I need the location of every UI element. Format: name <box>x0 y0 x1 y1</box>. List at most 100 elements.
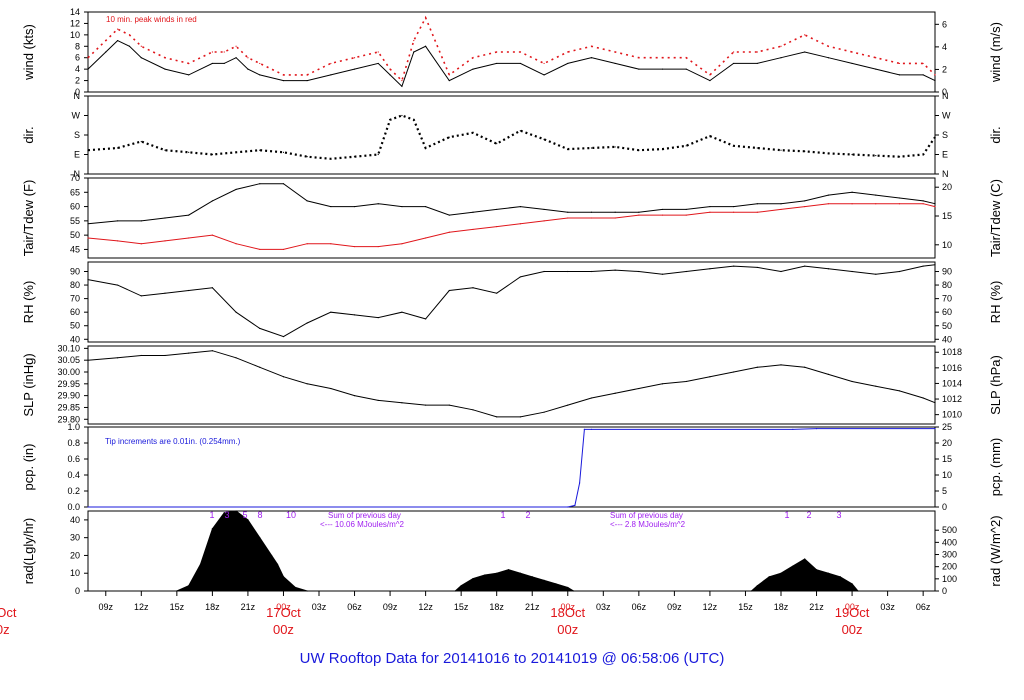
left-tick-label-wind: 6 <box>75 53 80 63</box>
rad-marker-label: 3 <box>836 510 841 520</box>
ylabel-right-temp: Tair/Tdew (C) <box>988 179 1003 257</box>
data-point-temp <box>235 188 237 191</box>
data-point-dir <box>188 151 190 153</box>
left-tick-label-wind: 4 <box>75 64 80 74</box>
data-point-temp <box>306 243 308 245</box>
data-point-temp <box>353 205 356 208</box>
data-point-rh <box>590 270 593 273</box>
data-point-temp <box>875 194 877 196</box>
data-point-temp <box>401 243 403 245</box>
data-point-slp <box>353 395 356 397</box>
left-tick-label-wind: 14 <box>70 7 80 17</box>
data-point-temp <box>590 211 593 213</box>
data-point-wind <box>661 57 664 59</box>
data-point-rh <box>685 270 687 273</box>
data-point-temp <box>140 243 142 245</box>
time-tick-label: 21z <box>525 602 540 612</box>
data-point-temp <box>306 200 308 202</box>
data-point-temp <box>235 243 237 245</box>
data-point-slp <box>87 359 89 361</box>
data-point-wind <box>922 74 924 76</box>
data-point-wind <box>567 51 569 53</box>
data-point-temp <box>661 208 664 211</box>
data-point-temp <box>282 248 285 251</box>
rad-note: Sum of previous day <box>610 511 683 520</box>
time-tick-label: 09z <box>99 602 114 612</box>
data-point-rad <box>211 528 213 530</box>
data-point-dir <box>353 156 356 158</box>
data-point-rad <box>768 576 770 578</box>
data-point-wind <box>259 74 261 76</box>
data-point-temp <box>827 203 829 205</box>
data-point-wind <box>105 51 107 53</box>
rad-marker-label: 8 <box>257 510 262 520</box>
data-point-wind <box>875 68 877 70</box>
data-point-rh <box>425 318 427 320</box>
data-point-temp <box>733 205 735 208</box>
right-tick-label-pcp: 10 <box>942 470 952 480</box>
data-point-wind <box>353 68 356 70</box>
data-point-wind <box>330 62 332 65</box>
data-point-wind <box>117 39 119 42</box>
data-point-dir <box>389 119 391 121</box>
right-tick-label-dir: N <box>942 169 949 179</box>
data-point-wind <box>496 51 498 53</box>
date-tick-label: 00z <box>842 622 863 637</box>
data-point-rad <box>792 565 794 567</box>
data-point-wind <box>306 79 308 82</box>
left-tick-label-wind: 10 <box>70 30 80 40</box>
data-point-slp <box>685 380 687 383</box>
left-tick-label-rh: 90 <box>70 266 80 276</box>
data-point-rad <box>259 537 261 539</box>
data-point-wind <box>105 39 107 42</box>
data-point-rad <box>519 572 521 574</box>
data-point-slp <box>259 366 261 368</box>
data-point-wind <box>590 57 593 59</box>
data-point-rad <box>750 590 752 592</box>
data-point-temp <box>448 231 450 233</box>
data-point-slp <box>496 416 498 418</box>
data-point-wind <box>934 74 936 76</box>
data-point-temp <box>472 228 474 231</box>
left-tick-label-rad: 20 <box>70 550 80 560</box>
time-tick-label: 09z <box>383 602 398 612</box>
data-point-wind <box>685 57 687 59</box>
data-point-dir <box>733 145 735 147</box>
data-point-dir <box>496 143 498 145</box>
right-tick-label-wind: 0 <box>942 87 947 97</box>
right-tick-label-rad: 300 <box>942 550 957 560</box>
left-tick-label-temp: 70 <box>70 173 80 183</box>
data-point-wind <box>519 51 521 53</box>
left-tick-label-slp: 29.85 <box>57 402 80 412</box>
data-point-wind <box>780 45 782 47</box>
data-point-wind <box>128 34 131 36</box>
data-point-wind <box>922 62 924 65</box>
data-point-dir <box>638 149 640 151</box>
data-point-wind <box>87 57 89 59</box>
left-tick-label-wind: 8 <box>75 41 80 51</box>
data-point-rad <box>223 512 225 514</box>
data-point-dir <box>211 153 213 156</box>
data-point-temp <box>87 223 89 225</box>
data-point-temp <box>685 208 687 211</box>
data-point-wind <box>425 45 427 47</box>
data-point-wind <box>425 17 427 19</box>
left-tick-label-slp: 29.95 <box>57 379 80 389</box>
data-point-wind <box>164 68 166 70</box>
data-point-slp <box>733 371 735 373</box>
data-point-slp <box>590 397 593 399</box>
time-tick-label: 06z <box>916 602 931 612</box>
data-point-rad <box>555 583 557 585</box>
annotation-pcp: Tip increments are 0.01in. (0.254mm.) <box>105 437 241 446</box>
data-point-wind <box>164 57 166 59</box>
right-tick-label-slp: 1018 <box>942 347 962 357</box>
rad-marker-label: 3 <box>224 510 229 520</box>
data-point-temp <box>804 205 806 208</box>
data-point-rad <box>756 585 758 587</box>
right-tick-label-temp: 20 <box>942 182 952 192</box>
data-point-wind <box>851 62 853 65</box>
left-tick-label-dir: E <box>74 150 80 160</box>
left-tick-label-rh: 70 <box>70 294 80 304</box>
data-point-rh <box>638 270 640 273</box>
data-point-wind <box>211 62 213 65</box>
